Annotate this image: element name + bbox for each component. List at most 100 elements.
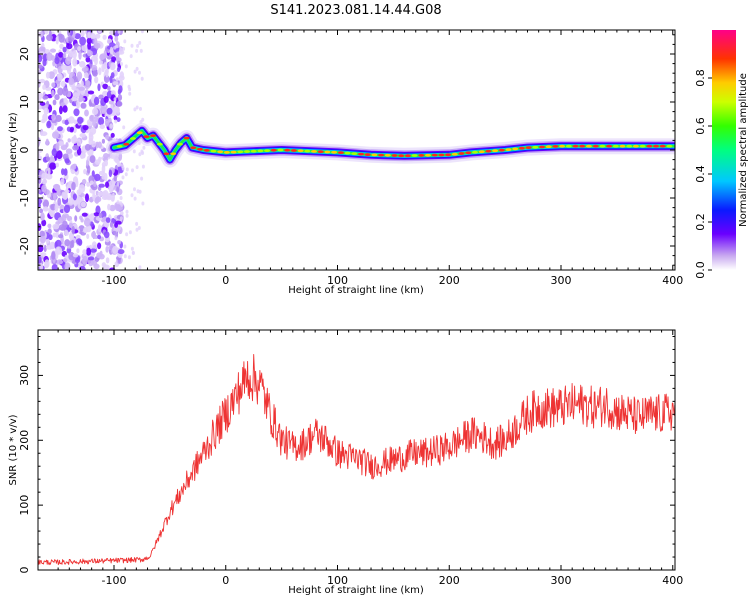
noise-speckle [125,213,129,218]
noise-speckle [88,133,94,142]
noise-speckle [116,186,120,193]
ridge-peak [257,149,264,153]
ridge-peak [478,150,485,154]
ridge-peak [438,153,445,157]
y-tick-label: 200 [18,430,31,451]
noise-speckle [90,33,96,40]
noise-speckle [48,71,55,79]
noise-speckle [40,131,48,137]
noise-speckle [81,178,87,185]
noise-speckle [123,39,127,44]
noise-speckle [103,74,110,83]
noise-speckle [109,123,114,129]
noise-speckle [62,105,68,113]
noise-speckle [51,82,56,88]
ridge-peak [304,149,311,153]
noise-speckle [112,107,118,115]
x-tick-label: 0 [222,274,229,287]
noise-speckle [109,46,114,55]
noise-speckle [120,62,123,66]
ridge-peak [592,144,599,148]
noise-speckle [99,124,106,130]
noise-speckle [68,197,74,206]
ridge-peak [150,134,157,138]
noise-speckle [87,90,95,95]
noise-speckle [82,125,89,131]
noise-speckle [50,48,56,53]
noise-speckle [92,70,98,77]
noise-speckle [140,76,144,81]
ridge-peak [331,150,338,154]
noise-speckle [40,252,47,257]
x-tick-label: 200 [439,274,460,287]
noise-speckle [108,169,113,178]
noise-speckle [91,94,96,99]
colorbar-tick-label: 0.4 [694,165,707,183]
noise-speckle [38,244,44,253]
noise-speckle [138,70,141,75]
noise-speckle [117,240,122,245]
ridge-peak [559,144,566,148]
noise-speckle [111,56,117,62]
noise-speckle [66,247,72,254]
ridge-peak [270,148,277,152]
noise-speckle [76,248,80,254]
noise-speckle [98,170,106,176]
noise-speckle [55,114,62,123]
noise-speckle [116,66,121,72]
noise-speckle [120,202,124,207]
noise-speckle [40,212,45,221]
noise-speckle [42,84,46,90]
noise-speckle [75,199,80,205]
ridge-peak [378,153,385,157]
colorbar-label: Normalized spectral amplitude [738,73,749,227]
noise-speckle [139,48,143,53]
noise-speckle [95,33,101,39]
noise-speckle [57,197,62,206]
noise-speckle [42,199,49,208]
noise-speckle [55,36,59,45]
ridge-peak [512,147,519,151]
ridge-peak [411,154,418,157]
noise-speckle [63,97,68,103]
snr-series-line [38,353,675,566]
noise-speckle [98,67,102,76]
noise-speckle [65,148,73,155]
noise-speckle [55,239,62,248]
noise-speckle [98,183,105,188]
ridge-peak [163,152,170,156]
noise-speckle [55,162,59,168]
noise-speckle [57,87,64,96]
noise-speckle [64,119,69,126]
noise-speckle [80,152,86,159]
noise-speckle [131,250,135,255]
noise-speckle [102,34,107,40]
noise-speckle [70,164,77,170]
ridge-peak [565,144,572,148]
ridge-peak [364,153,371,157]
noise-speckle [99,54,105,61]
ridge-peak [183,136,190,140]
noise-speckle [125,232,129,237]
noise-speckle [110,90,116,96]
noise-speckle [81,67,88,72]
noise-speckle [87,256,95,261]
noise-speckle [97,242,102,250]
noise-speckle [40,235,46,244]
noise-speckle [54,203,59,213]
noise-speckle [62,213,69,218]
noise-speckle [73,92,79,98]
noise-speckle [120,210,124,216]
noise-speckle [68,222,73,228]
noise-speckle [132,149,136,154]
noise-speckle [116,100,123,107]
ridge-peak [472,150,478,154]
ridge-peak [317,150,324,154]
noise-speckle [86,37,93,45]
noise-speckle [79,133,86,138]
snr-axes: -100 0 100 200 300 400 0 100 200 300 [18,330,683,587]
noise-speckle [114,119,118,124]
noise-speckle [84,143,91,151]
noise-speckle [137,226,141,230]
ridge-peak [619,144,626,148]
